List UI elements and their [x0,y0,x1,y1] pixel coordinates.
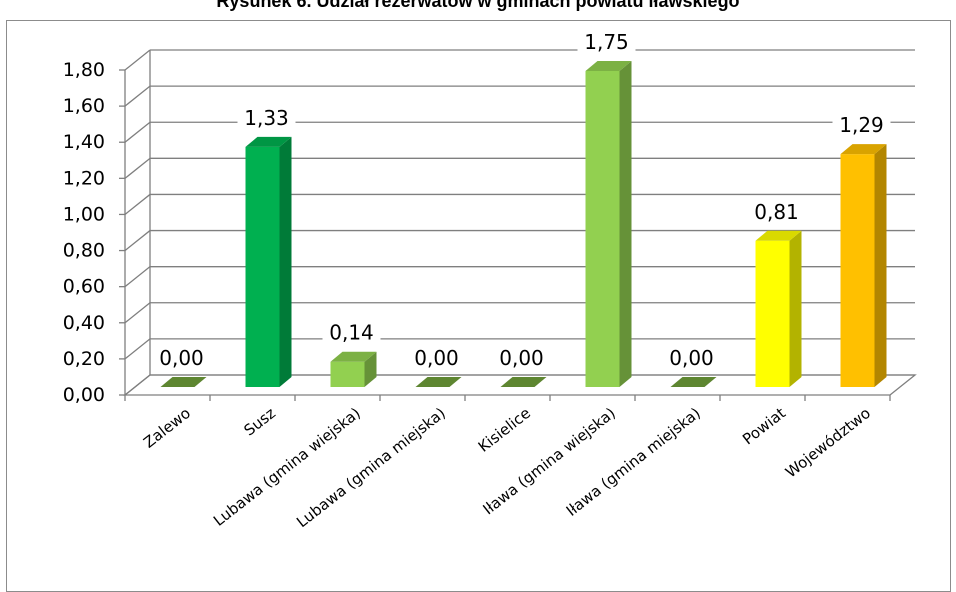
data-label-bg [152,345,211,371]
y-tick-label: 1,00 [63,203,105,225]
x-tick-label: Kisielice [475,404,534,456]
gridline-depth [124,230,151,252]
bar [755,230,802,387]
data-label: 0,00 [159,346,204,370]
data-label-bg [237,104,296,131]
gridline-depth [124,85,151,107]
gridline-depth [124,157,151,179]
bar [160,377,207,387]
data-label-bg [747,198,806,225]
y-tick-label: 0,60 [63,276,105,298]
data-label-bg [322,319,381,346]
chart-title: Rysunek 6. Udział rezerwatów w gminach p… [216,0,740,11]
gridline-depth [124,338,151,360]
data-label: 0,81 [754,200,799,224]
gridline-depth [124,49,151,71]
x-tick-label: Powiat [739,404,789,449]
y-tick-label: 1,80 [63,59,105,81]
bar [670,377,717,387]
data-label: 1,29 [839,113,884,137]
data-label-bg [407,345,466,371]
y-tick-label: 0,20 [63,348,105,370]
data-label: 0,00 [499,346,544,370]
data-label: 1,33 [244,106,289,130]
gridline-depth [124,193,151,215]
y-tick-label: 0,80 [63,240,105,262]
data-label: 0,00 [669,346,714,370]
data-label: 0,00 [414,346,459,370]
x-tick-label: Lubawa (gmina wiejska) [210,404,364,530]
data-label: 0,14 [329,321,374,345]
bar [500,377,547,387]
x-tick-label: Zalewo [140,404,194,452]
data-label-bg [577,29,636,56]
y-tick-label: 1,60 [63,95,105,117]
data-label: 1,75 [584,30,629,54]
data-label-bg [662,345,721,371]
x-tick-label: Iława (gmina miejska) [563,404,704,520]
y-tick-label: 0,00 [63,384,105,406]
bar [840,144,887,387]
x-tick-label: Województwo [782,404,874,481]
bar [585,61,632,388]
data-label-bg [832,112,891,139]
bar [245,136,292,387]
gridline-depth [124,121,151,143]
y-tick-label: 0,40 [63,312,105,334]
y-tick-label: 1,40 [63,131,105,153]
bar [330,351,377,387]
bar [415,377,462,387]
data-label-bg [492,345,551,371]
gridline-depth [124,266,151,288]
x-tick-label: Lubawa (gmina miejska) [293,404,449,531]
x-tick-label: Susz [241,404,280,440]
gridline-depth [124,302,151,324]
y-tick-label: 1,20 [63,167,105,189]
